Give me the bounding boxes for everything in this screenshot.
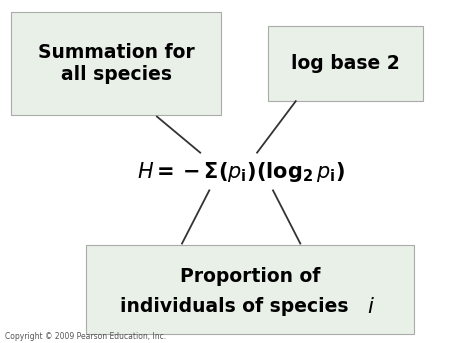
- Text: log base 2: log base 2: [291, 54, 400, 73]
- FancyBboxPatch shape: [268, 26, 423, 101]
- Text: individuals of species: individuals of species: [120, 297, 349, 317]
- FancyBboxPatch shape: [11, 12, 221, 115]
- Text: Copyright © 2009 Pearson Education, Inc.: Copyright © 2009 Pearson Education, Inc.: [5, 332, 166, 341]
- Text: $\mathbf{\mathit{i}}$: $\mathbf{\mathit{i}}$: [367, 297, 375, 317]
- FancyBboxPatch shape: [86, 245, 414, 334]
- Text: $\mathbf{\mathit{H} = -\Sigma(\mathit{p}_i)(log_2\,\mathit{p}_i)}$: $\mathbf{\mathit{H} = -\Sigma(\mathit{p}…: [137, 159, 345, 184]
- Text: Summation for
all species: Summation for all species: [38, 43, 194, 84]
- Text: Proportion of: Proportion of: [180, 267, 320, 286]
